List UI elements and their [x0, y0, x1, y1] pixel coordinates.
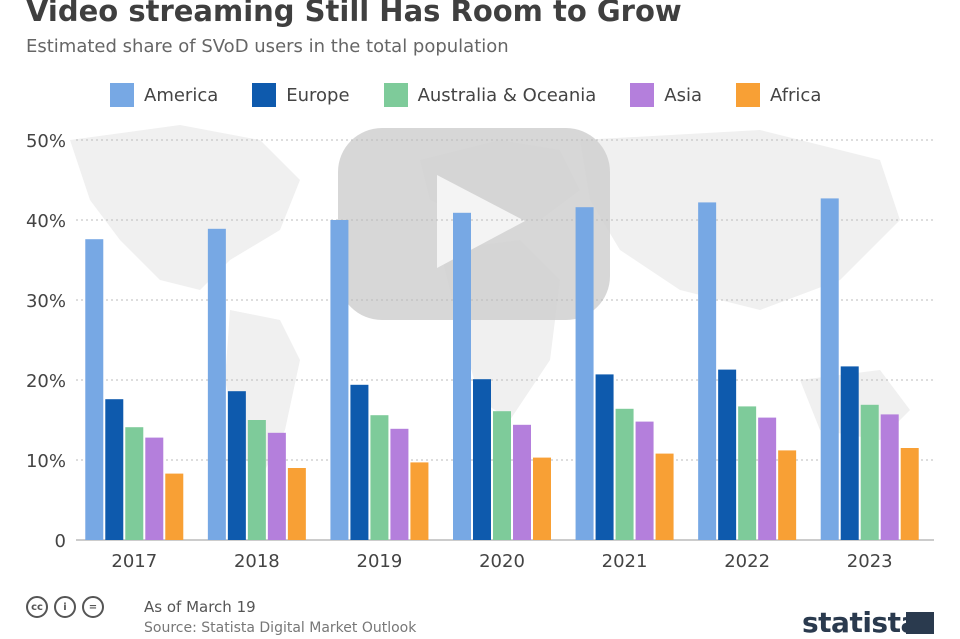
bar-asia-2018: [267, 432, 286, 540]
bar-australia-oceania-2021: [615, 408, 634, 540]
bar-australia-oceania-2022: [738, 406, 757, 540]
x-tick-label: 2020: [479, 551, 525, 572]
bar-europe-2017: [105, 399, 124, 540]
statista-logo[interactable]: statista: [802, 606, 919, 639]
legend-item-australia-oceania: Australia & Oceania: [383, 83, 597, 107]
x-tick-label: 2022: [724, 551, 770, 572]
bar-america-2019: [330, 220, 349, 540]
bar-asia-2022: [758, 417, 777, 540]
legend-label-africa: Africa: [770, 84, 822, 106]
legend-label-america: America: [144, 84, 219, 106]
bar-america-2020: [453, 212, 471, 541]
legend-swatch-africa: [736, 83, 761, 107]
bar-asia-2023: [880, 414, 899, 540]
legend-swatch-asia: [630, 83, 655, 107]
bar-europe-2018: [227, 391, 246, 540]
bar-africa-2019: [410, 462, 429, 540]
y-tick-label: 20%: [26, 371, 66, 392]
bar-africa-2017: [165, 473, 184, 540]
bar-asia-2017: [145, 437, 164, 540]
bar-africa-2022: [778, 450, 797, 540]
legend-item-europe: Europe: [252, 83, 350, 107]
bar-america-2023: [820, 198, 839, 540]
bar-europe-2023: [840, 366, 859, 540]
bar-africa-2023: [900, 448, 919, 540]
y-tick-label: 0: [55, 531, 66, 552]
y-tick-label: 30%: [26, 291, 66, 312]
legend: America Europe Australia & Oceania Asia …: [110, 82, 821, 108]
bar-america-2021: [575, 207, 594, 540]
bar-asia-2021: [635, 421, 654, 540]
legend-label-europe: Europe: [286, 84, 350, 106]
bar-america-2018: [207, 228, 226, 541]
nd-icon[interactable]: =: [82, 596, 104, 618]
bar-america-2017: [85, 239, 104, 540]
by-icon[interactable]: i: [54, 596, 76, 618]
legend-label-australia-oceania: Australia & Oceania: [417, 84, 597, 106]
bar-europe-2021: [595, 374, 614, 540]
bar-africa-2020: [533, 457, 551, 540]
y-tick-label: 50%: [26, 131, 66, 152]
bar-australia-oceania-2019: [370, 415, 389, 540]
legend-swatch-europe: [252, 83, 277, 107]
bar-asia-2020: [513, 424, 531, 540]
x-tick-label: 2023: [847, 551, 893, 572]
bar-america-2022: [698, 202, 717, 540]
cc-icon[interactable]: cc: [26, 596, 48, 618]
license-icons: cc i =: [26, 596, 104, 618]
as-of-note: As of March 19: [144, 598, 256, 616]
bar-chart: 0 10% 20% 30% 40% 50% 2017 2018 2019 2020 2021 202…: [26, 125, 934, 572]
x-tick-label: 2018: [234, 551, 280, 572]
bar-australia-oceania-2018: [247, 420, 266, 540]
bar-africa-2021: [655, 453, 674, 540]
source-note: Source: Statista Digital Market Outlook: [144, 620, 417, 636]
legend-swatch-america: [110, 83, 134, 107]
y-axis-ticks: 0 10% 20% 30% 40% 50%: [26, 131, 66, 552]
legend-item-america: America: [110, 83, 218, 107]
legend-swatch-australia-oceania: [383, 83, 408, 107]
x-tick-label: 2019: [357, 551, 403, 572]
bar-africa-2018: [287, 468, 306, 540]
bars: [85, 198, 919, 541]
legend-label-asia: Asia: [664, 84, 703, 106]
play-button-watermark: [338, 128, 610, 320]
chart-subtitle: Estimated share of SVoD users in the tot…: [26, 36, 509, 57]
bar-asia-2019: [390, 428, 409, 540]
legend-item-asia: Asia: [630, 83, 702, 107]
bar-europe-2022: [718, 369, 737, 540]
x-tick-label: 2021: [602, 551, 648, 572]
x-axis-ticks: 2017 2018 2019 2020 2021 2022 2023: [111, 551, 892, 572]
statista-logo-mark: [906, 612, 934, 634]
y-tick-label: 40%: [26, 211, 66, 232]
y-tick-label: 10%: [26, 451, 66, 472]
bar-europe-2019: [350, 384, 369, 540]
bar-australia-oceania-2020: [493, 411, 511, 540]
chart-title: Video streaming Still Has Room to Grow: [26, 0, 682, 28]
bar-australia-oceania-2023: [860, 404, 879, 540]
bar-europe-2020: [473, 379, 491, 540]
legend-item-africa: Africa: [736, 83, 821, 107]
x-tick-label: 2017: [111, 551, 157, 572]
bar-australia-oceania-2017: [125, 427, 144, 540]
